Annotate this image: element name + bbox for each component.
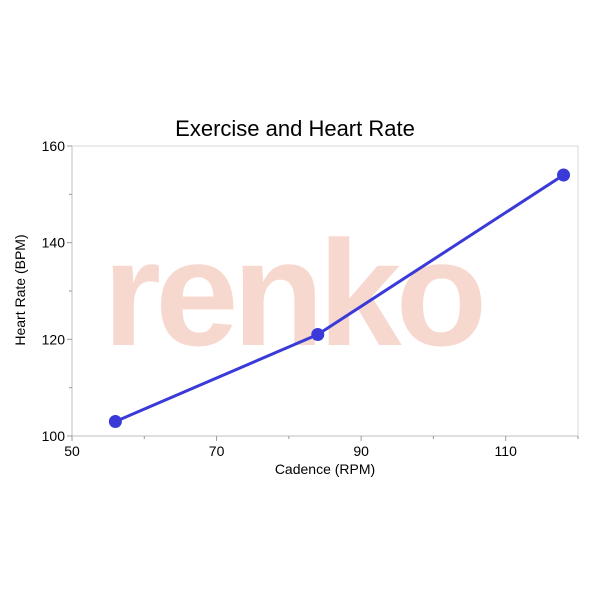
svg-text:renko: renko	[103, 209, 482, 377]
data-point	[108, 415, 122, 428]
y-tick-label: 160	[42, 138, 66, 154]
watermark-logo: renko	[103, 209, 488, 377]
x-tick-label: 110	[495, 443, 518, 459]
x-tick-label: 50	[64, 443, 80, 459]
data-point	[311, 328, 325, 341]
x-tick-label: 90	[353, 443, 369, 459]
x-tick-label: 70	[209, 443, 225, 459]
data-point	[557, 168, 571, 182]
y-tick-label: 100	[42, 428, 66, 444]
chart-title: Exercise and Heart Rate	[175, 116, 415, 141]
y-axis-label: Heart Rate (BPM)	[12, 234, 28, 346]
x-axis-label: Cadence (RPM)	[274, 461, 376, 477]
y-tick-label: 140	[42, 235, 66, 251]
y-tick-label: 120	[42, 331, 66, 347]
